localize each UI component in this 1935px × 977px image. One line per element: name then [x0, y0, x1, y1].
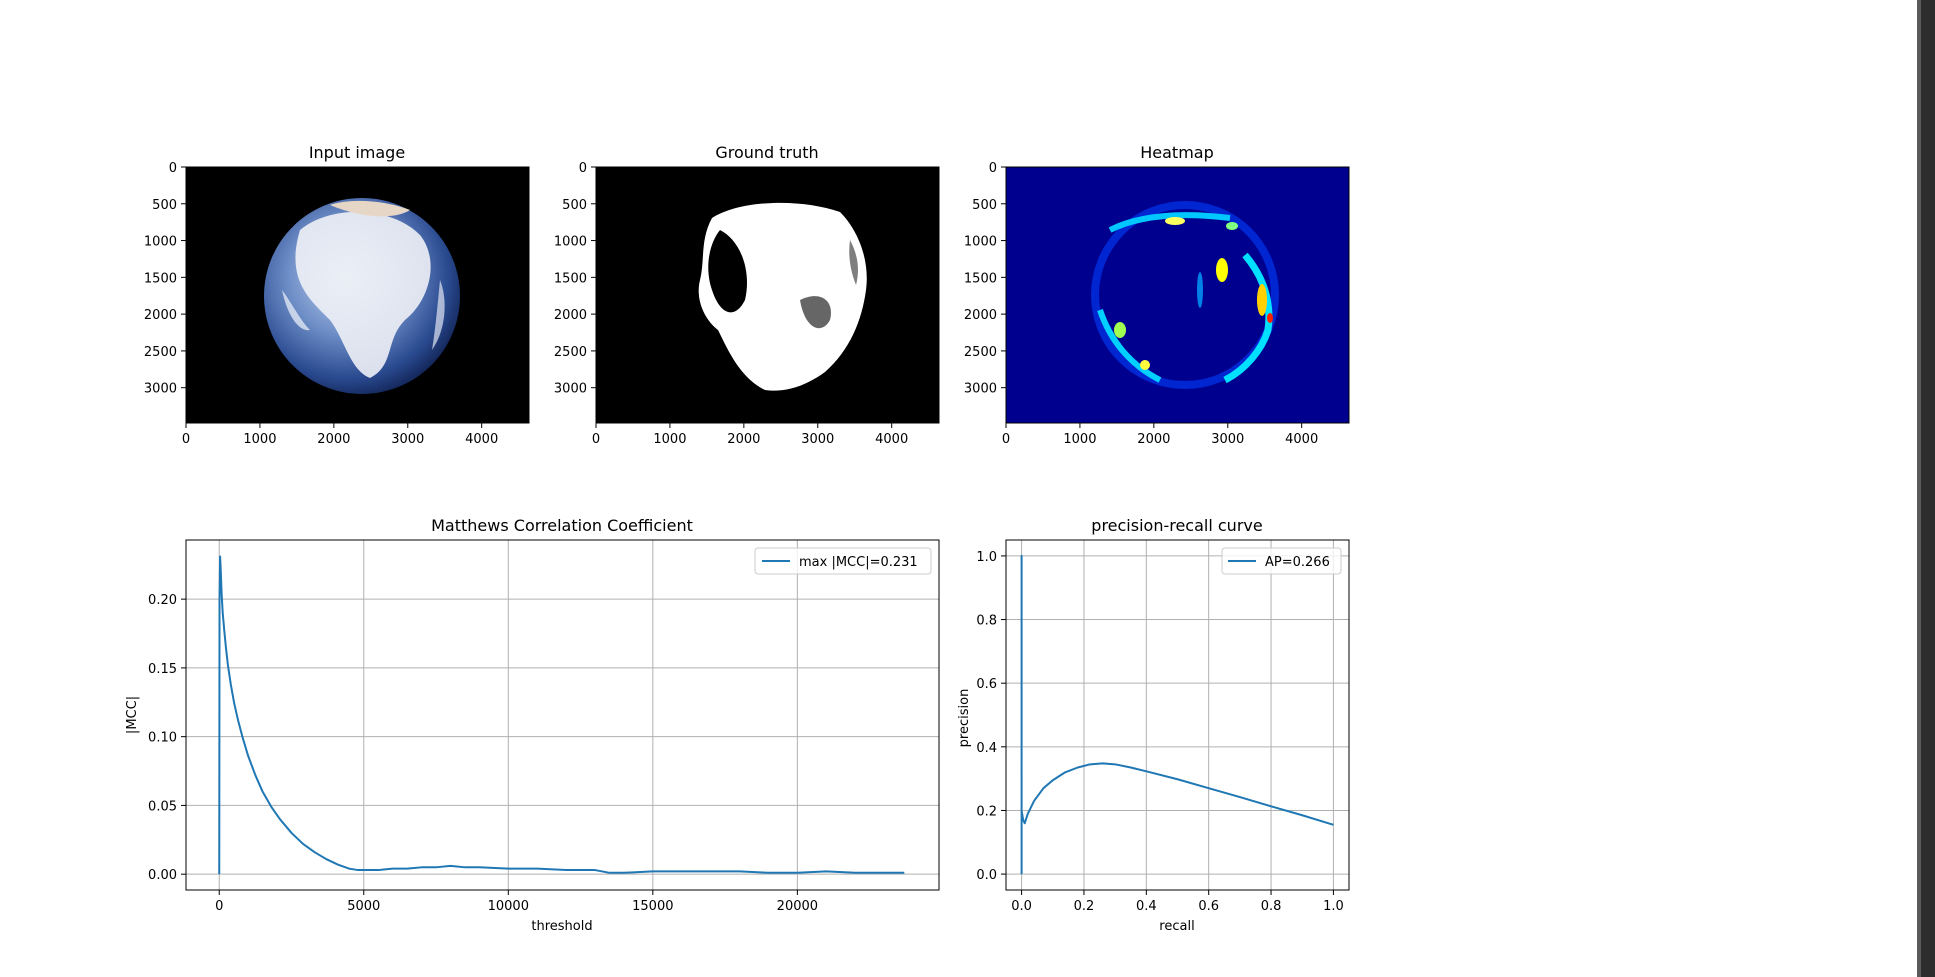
gt-ytick-label: 0: [579, 161, 587, 176]
pr-xtick-label: 0.8: [1261, 899, 1282, 914]
input-ytick-label: 2000: [144, 308, 177, 323]
pr-legend: AP=0.266: [1221, 547, 1342, 575]
window-edge: [1921, 0, 1935, 977]
mcc-ytick-label: 0.00: [148, 868, 177, 883]
pr-ytick-label: 0.6: [976, 677, 997, 692]
heat-xtick-label: 3000: [1211, 432, 1244, 447]
ground-truth-title: Ground truth: [715, 143, 818, 162]
input-ytick-label: 0: [169, 161, 177, 176]
mcc-legend: max |MCC|=0.231: [754, 547, 932, 575]
input-ytick-label: 3000: [144, 382, 177, 397]
heat-xtick-label: 0: [1002, 432, 1010, 447]
input-ytick-label: 500: [152, 198, 177, 213]
input-image-frame: [185, 166, 530, 424]
pr-grid: [1006, 540, 1349, 890]
mcc-ytick-label: 0.10: [148, 731, 177, 746]
gt-xtick-label: 2000: [727, 432, 760, 447]
heat-xtick-label: 4000: [1285, 432, 1318, 447]
ground-truth-image: [596, 167, 939, 423]
heatmap-image: [1006, 167, 1349, 423]
mcc-chart-title: Matthews Correlation Coefficient: [431, 516, 693, 535]
mcc-ticks: 0 5000 10000 15000 20000 0.00 0.05 0.10 0.15 0.20: [148, 593, 818, 914]
mcc-axes-frame: [185, 539, 940, 891]
pr-ytick-label: 0.8: [976, 614, 997, 629]
input-xtick-label: 3000: [391, 432, 424, 447]
window-edge-shadow: [1917, 0, 1921, 977]
heat-ytick-label: 2500: [964, 345, 997, 360]
mcc-legend-label: max |MCC|=0.231: [799, 555, 918, 570]
input-image-title: Input image: [309, 143, 405, 162]
pr-xtick-label: 0.4: [1136, 899, 1157, 914]
heat-ytick-label: 1500: [964, 271, 997, 286]
mcc-xtick-label: 15000: [632, 899, 673, 914]
mcc-ylabel: |MCC|: [125, 696, 140, 734]
pr-xtick-label: 0.6: [1198, 899, 1219, 914]
pr-ytick-label: 0.2: [976, 804, 997, 819]
mcc-xtick-label: 0: [215, 899, 223, 914]
input-image: [186, 167, 529, 423]
image-axes: 0 1000 2000 3000 4000 0 500 1000 1500 2000 2500 300…: [144, 161, 1350, 447]
input-ytick-label: 1500: [144, 271, 177, 286]
pr-ylabel: precision: [957, 689, 972, 748]
gt-xtick-label: 4000: [875, 432, 908, 447]
pr-xtick-label: 0.0: [1011, 899, 1032, 914]
input-xtick-label: 0: [182, 432, 190, 447]
gt-ytick-label: 500: [562, 198, 587, 213]
gt-xtick-label: 1000: [653, 432, 686, 447]
heat-ytick-label: 3000: [964, 382, 997, 397]
gt-ytick-label: 1500: [554, 271, 587, 286]
heatmap-title: Heatmap: [1140, 143, 1214, 162]
mcc-ytick-label: 0.05: [148, 799, 177, 814]
pr-series: [1020, 554, 1334, 875]
mcc-xtick-label: 20000: [777, 899, 818, 914]
input-xtick-label: 2000: [317, 432, 350, 447]
mcc-series: [218, 555, 905, 875]
pr-chart: precision-recall curve recall precision …: [957, 516, 1350, 934]
heat-xtick-label: 2000: [1137, 432, 1170, 447]
pr-legend-box: [1221, 547, 1342, 575]
heat-ytick-label: 500: [972, 198, 997, 213]
heat-ytick-label: 1000: [964, 235, 997, 250]
pr-xtick-label: 0.2: [1074, 899, 1095, 914]
pr-legend-label: AP=0.266: [1265, 555, 1330, 570]
heat-ytick-label: 2000: [964, 308, 997, 323]
gt-image-frame: [595, 166, 940, 424]
mcc-chart: Matthews Correlation Coefficient thresho…: [125, 516, 940, 934]
mcc-xtick-label: 10000: [488, 899, 529, 914]
mcc-xlabel: threshold: [531, 919, 592, 934]
heat-ytick-label: 0: [989, 161, 997, 176]
gt-xtick-label: 0: [592, 432, 600, 447]
pr-xlabel: recall: [1159, 919, 1194, 934]
heat-image-frame: [1005, 166, 1350, 424]
ground-truth-panel: Ground truth: [596, 143, 939, 423]
mcc-ytick-label: 0.20: [148, 593, 177, 608]
pr-chart-title: precision-recall curve: [1091, 516, 1262, 535]
pr-series-line-0: [1020, 554, 1334, 875]
gt-ytick-label: 1000: [554, 235, 587, 250]
input-ytick-label: 2500: [144, 345, 177, 360]
gt-ytick-label: 2500: [554, 345, 587, 360]
mcc-ytick-label: 0.15: [148, 662, 177, 677]
pr-ytick-label: 0.0: [976, 868, 997, 883]
heat-xtick-label: 1000: [1063, 432, 1096, 447]
pr-ytick-label: 0.4: [976, 741, 997, 756]
gt-ytick-label: 3000: [554, 382, 587, 397]
pr-ytick-label: 1.0: [976, 550, 997, 565]
gt-xtick-label: 3000: [801, 432, 834, 447]
pr-axes-frame: [1005, 539, 1350, 891]
mcc-xtick-label: 5000: [347, 899, 380, 914]
mcc-grid: [186, 540, 939, 890]
input-image-panel: Input image: [186, 143, 529, 423]
mcc-series-line-0: [218, 555, 905, 875]
input-xtick-label: 1000: [243, 432, 276, 447]
heatmap-panel: Heatmap: [1006, 143, 1349, 423]
gt-ytick-label: 2000: [554, 308, 587, 323]
mcc-legend-box: [754, 547, 932, 575]
pr-xtick-label: 1.0: [1323, 899, 1344, 914]
pr-ticks: 0.0 0.2 0.4 0.6 0.8 1.0 0.0 0.2 0.4 0.6 0.8 1.0: [976, 550, 1343, 914]
input-xtick-label: 4000: [465, 432, 498, 447]
input-ytick-label: 1000: [144, 235, 177, 250]
